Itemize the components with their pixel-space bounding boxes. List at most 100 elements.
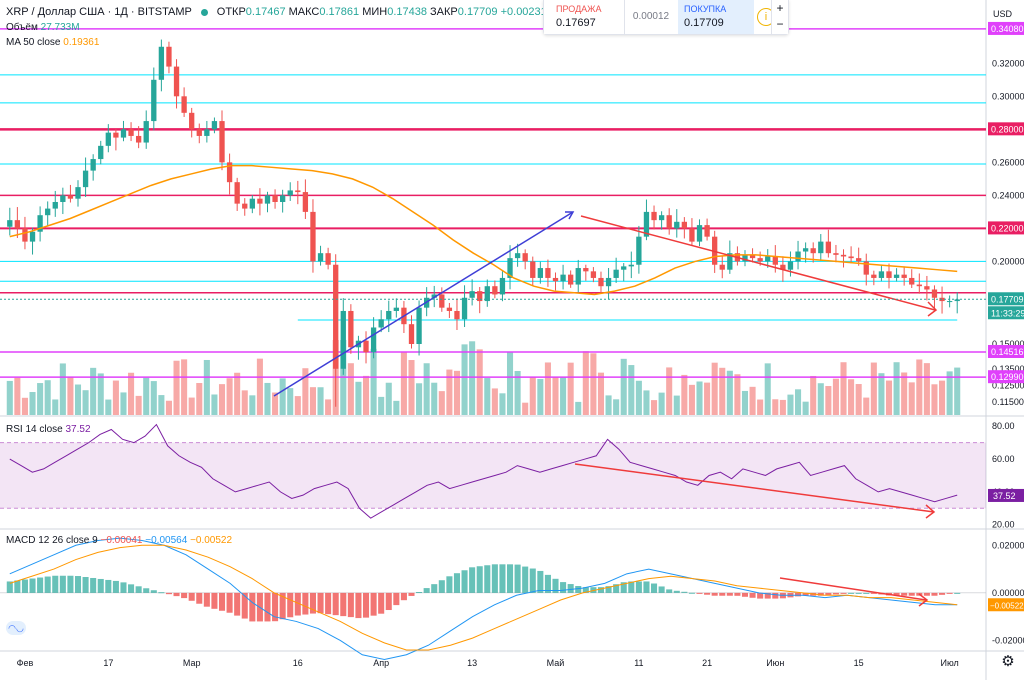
- volume-bar: [779, 399, 786, 415]
- macd-histogram-bar: [719, 592, 726, 596]
- symbol-header: XRP / Доллар США · 1Д · BITSTAMP ОТКР0.1…: [6, 6, 595, 18]
- macd-histogram-bar: [14, 580, 21, 593]
- trend-line-up: [273, 211, 574, 397]
- sell-button[interactable]: ПРОДАЖА 0.17697: [544, 0, 625, 34]
- volume-bar: [704, 382, 711, 415]
- volume-bar: [893, 362, 900, 415]
- volume-name: Объём: [6, 22, 38, 33]
- macd-axis-tick-label: -0.02000: [992, 635, 1024, 645]
- volume-bar: [484, 378, 491, 415]
- macd-histogram-bar: [135, 586, 142, 593]
- time-axis-tick-label: Май: [547, 658, 565, 668]
- macd-histogram-bar: [491, 564, 498, 593]
- time-axis-tick-label: Июн: [766, 658, 784, 668]
- market-status-icon: [200, 8, 208, 16]
- macd-histogram-bar: [552, 578, 559, 593]
- candle-body: [45, 208, 51, 216]
- candle-body: [666, 215, 672, 229]
- tradingview-logo-icon[interactable]: ◠◡: [6, 621, 26, 635]
- volume-bar: [165, 400, 172, 415]
- rsi-legend[interactable]: RSI 14 close 37.52: [6, 424, 91, 435]
- rsi-trend-line: [574, 463, 935, 513]
- volume-bar: [878, 373, 885, 415]
- candle-body: [757, 258, 763, 262]
- volume-bar: [696, 381, 703, 415]
- candle-body: [848, 256, 854, 259]
- volume-bar: [825, 386, 832, 415]
- macd-trend-arrow-icon: [918, 593, 929, 607]
- candle-body: [211, 121, 218, 130]
- candle-body: [302, 192, 309, 212]
- volume-bar: [355, 381, 362, 415]
- volume-bar: [628, 365, 635, 415]
- macd-histogram-bar: [165, 592, 172, 595]
- macd-histogram-bar: [82, 577, 89, 593]
- macd-histogram-bar: [544, 574, 551, 593]
- volume-bar: [211, 394, 218, 415]
- macd-histogram-bar: [666, 589, 673, 593]
- candle-body: [52, 201, 58, 209]
- rsi-trend-arrow-icon: [925, 504, 936, 519]
- price-axis-tick-label: 0.12500: [992, 380, 1024, 390]
- macd-histogram-bar: [870, 592, 877, 594]
- price-axis-badge-label: 0.22000: [991, 223, 1024, 233]
- volume-bar: [787, 394, 794, 415]
- candle-body: [439, 294, 445, 308]
- candle-body: [749, 254, 756, 259]
- zoom-out-button[interactable]: −: [776, 17, 784, 31]
- macd-histogram-bar: [29, 578, 36, 593]
- volume-bar: [196, 383, 203, 415]
- macd-histogram-bar: [840, 592, 847, 594]
- open-label: ОТКР: [216, 6, 246, 18]
- volume-bar: [112, 380, 119, 415]
- macd-histogram-bar: [128, 584, 135, 593]
- volume-bar: [749, 386, 756, 415]
- candle-body: [552, 277, 559, 282]
- macd-histogram-bar: [67, 575, 74, 593]
- volume-bar: [552, 376, 559, 415]
- macd-histogram-bar: [173, 592, 180, 597]
- ma-legend[interactable]: MA 50 close 0.19361: [6, 37, 99, 48]
- candle-body: [772, 256, 778, 265]
- candle-body: [484, 286, 490, 302]
- candle-body: [29, 231, 36, 242]
- volume-bar: [128, 372, 135, 415]
- volume-bar: [416, 383, 423, 415]
- macd-legend[interactable]: MACD 12 26 close 9 −0.00041 −0.00564 −0.…: [6, 535, 232, 546]
- macd-histogram-bar: [302, 592, 309, 615]
- candle-body: [75, 187, 81, 199]
- macd-histogram-bar: [863, 592, 870, 594]
- candle-body: [113, 132, 119, 138]
- macd-histogram-bar: [287, 592, 294, 618]
- time-axis-tick-label: Июл: [940, 658, 958, 668]
- macd-histogram-bar: [249, 592, 256, 622]
- volume-legend[interactable]: Объём 27.733M: [6, 22, 80, 33]
- volume-bar: [643, 390, 650, 415]
- macd-histogram-bar: [529, 568, 536, 593]
- volume-bar: [203, 359, 210, 415]
- zoom-in-button[interactable]: +: [776, 1, 784, 15]
- price-axis-tick-label: 0.32000: [992, 58, 1024, 68]
- volume-bar: [795, 389, 802, 415]
- price-axis-tick-label: 0.30000: [992, 91, 1024, 101]
- macd-histogram-bar: [757, 592, 764, 599]
- price-axis-badge-label: 0.12990: [991, 372, 1024, 382]
- macd-histogram-bar: [908, 592, 915, 596]
- volume-bar: [613, 399, 620, 415]
- high-label: МАКС: [288, 6, 320, 18]
- volume-bar: [120, 392, 127, 415]
- symbol-name[interactable]: XRP / Доллар США · 1Д · BITSTAMP: [6, 6, 192, 18]
- volume-bar: [135, 395, 142, 415]
- macd-histogram-bar: [764, 592, 771, 599]
- candle-body: [507, 258, 513, 278]
- gear-icon[interactable]: ⚙: [1001, 653, 1015, 670]
- sell-price: 0.17697: [556, 17, 596, 29]
- volume-bar: [719, 367, 726, 415]
- candle-body: [105, 132, 111, 146]
- volume-bar: [378, 396, 385, 415]
- buy-button[interactable]: ПОКУПКА 0.17709: [678, 0, 754, 34]
- volume-bar: [855, 384, 862, 415]
- volume-bar: [294, 396, 301, 415]
- candle-body: [514, 253, 521, 259]
